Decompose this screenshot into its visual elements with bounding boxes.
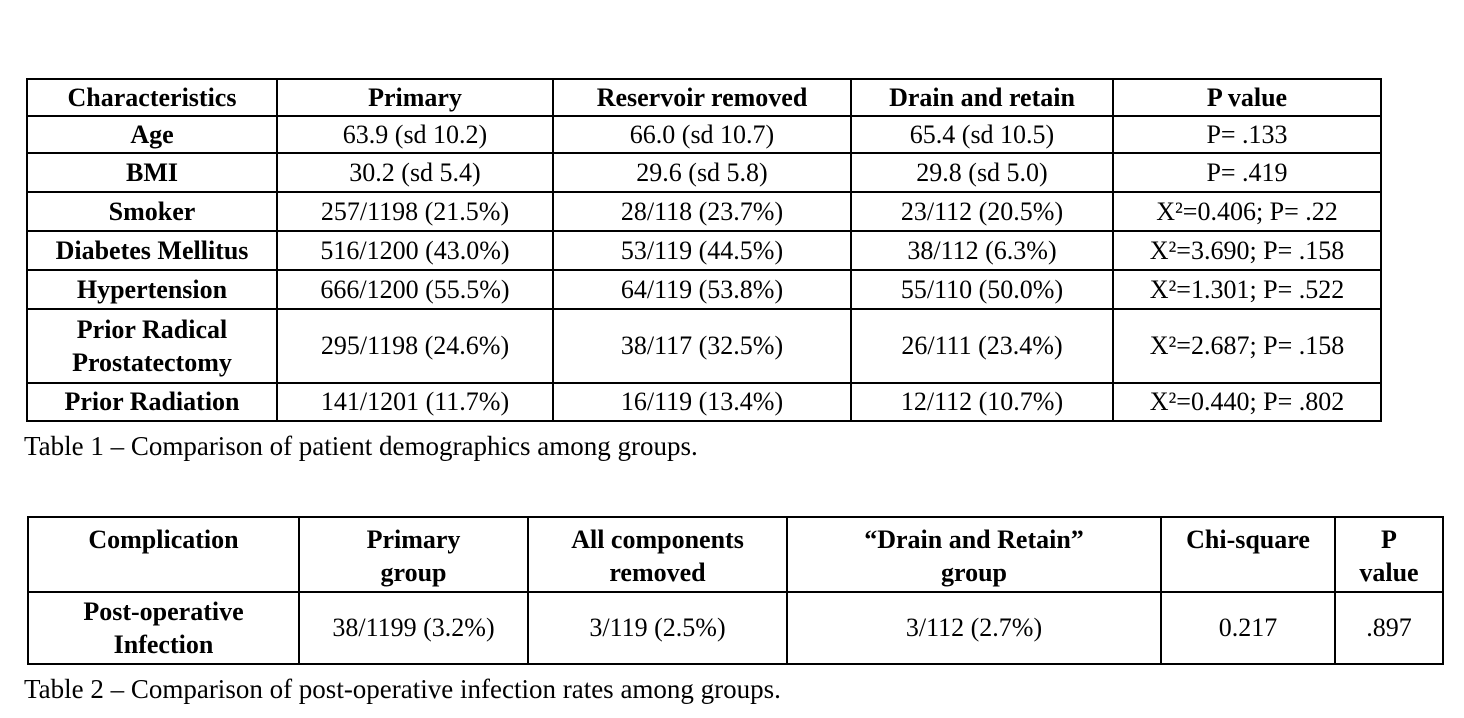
- data-cell: 65.4 (sd 10.5): [850, 115, 1114, 154]
- header-cell-drain-and-retain: Drain and retain: [850, 78, 1114, 117]
- table-header-row: Complication Primary group All component…: [27, 516, 1444, 593]
- data-cell: 295/1198 (24.6%): [276, 308, 554, 384]
- table1-caption: Table 1 – Comparison of patient demograp…: [24, 431, 698, 461]
- data-cell: 64/119 (53.8%): [552, 269, 852, 310]
- header-cell-primary-group: Primary group: [298, 516, 529, 593]
- row-label: Post-operative Infection: [27, 591, 300, 665]
- data-cell: 38/1199 (3.2%): [298, 591, 529, 665]
- data-cell: 30.2 (sd 5.4): [276, 152, 554, 193]
- data-cell: P= .133: [1112, 115, 1382, 154]
- data-cell: 63.9 (sd 10.2): [276, 115, 554, 154]
- table2-caption: Table 2 – Comparison of post-operative i…: [24, 674, 781, 704]
- data-cell: 516/1200 (43.0%): [276, 230, 554, 271]
- data-cell: 55/110 (50.0%): [850, 269, 1114, 310]
- data-cell: 666/1200 (55.5%): [276, 269, 554, 310]
- data-cell: X²=0.440; P= .802: [1112, 382, 1382, 422]
- data-cell: 38/117 (32.5%): [552, 308, 852, 384]
- table-header-row: Characteristics Primary Reservoir remove…: [26, 78, 1382, 117]
- table-row-post-operative-infection: Post-operative Infection 38/1199 (3.2%) …: [27, 591, 1444, 665]
- header-cell-all-components-removed: All components removed: [527, 516, 788, 593]
- data-cell: 38/112 (6.3%): [850, 230, 1114, 271]
- data-cell: 12/112 (10.7%): [850, 382, 1114, 422]
- data-cell: X²=2.687; P= .158: [1112, 308, 1382, 384]
- data-cell: X²=3.690; P= .158: [1112, 230, 1382, 271]
- header-cell-primary: Primary: [276, 78, 554, 117]
- data-cell: 26/111 (23.4%): [850, 308, 1114, 384]
- data-cell: 29.6 (sd 5.8): [552, 152, 852, 193]
- row-label: Prior Radical Prostatectomy: [26, 308, 278, 384]
- data-cell: P= .419: [1112, 152, 1382, 193]
- table-row-prior-radiation: Prior Radiation 141/1201 (11.7%) 16/119 …: [26, 382, 1382, 422]
- data-cell: 23/112 (20.5%): [850, 191, 1114, 232]
- row-label: BMI: [26, 152, 278, 193]
- data-cell: 29.8 (sd 5.0): [850, 152, 1114, 193]
- data-cell: 28/118 (23.7%): [552, 191, 852, 232]
- table-row-hypertension: Hypertension 666/1200 (55.5%) 64/119 (53…: [26, 269, 1382, 310]
- header-cell-complication: Complication: [27, 516, 300, 593]
- header-cell-characteristics: Characteristics: [26, 78, 278, 117]
- header-cell-drain-and-retain-group: “Drain and Retain” group: [786, 516, 1162, 593]
- demographics-table: Characteristics Primary Reservoir remove…: [26, 78, 1382, 422]
- row-label: Diabetes Mellitus: [26, 230, 278, 271]
- data-cell: 257/1198 (21.5%): [276, 191, 554, 232]
- data-cell: X²=1.301; P= .522: [1112, 269, 1382, 310]
- data-cell: 0.217: [1160, 591, 1336, 665]
- infection-table: Complication Primary group All component…: [27, 516, 1444, 665]
- data-cell: 53/119 (44.5%): [552, 230, 852, 271]
- header-cell-chi-square: Chi-square: [1160, 516, 1336, 593]
- data-cell: 16/119 (13.4%): [552, 382, 852, 422]
- data-cell: .897: [1334, 591, 1444, 665]
- table-row-smoker: Smoker 257/1198 (21.5%) 28/118 (23.7%) 2…: [26, 191, 1382, 232]
- header-cell-p-value: P value: [1112, 78, 1382, 117]
- header-cell-p-value: P value: [1334, 516, 1444, 593]
- row-label: Smoker: [26, 191, 278, 232]
- data-cell: 3/112 (2.7%): [786, 591, 1162, 665]
- row-label: Age: [26, 115, 278, 154]
- data-cell: 3/119 (2.5%): [527, 591, 788, 665]
- row-label: Prior Radiation: [26, 382, 278, 422]
- row-label: Hypertension: [26, 269, 278, 310]
- table-row-bmi: BMI 30.2 (sd 5.4) 29.6 (sd 5.8) 29.8 (sd…: [26, 152, 1382, 193]
- data-cell: 66.0 (sd 10.7): [552, 115, 852, 154]
- header-cell-reservoir-removed: Reservoir removed: [552, 78, 852, 117]
- table-row-diabetes: Diabetes Mellitus 516/1200 (43.0%) 53/11…: [26, 230, 1382, 271]
- data-cell: 141/1201 (11.7%): [276, 382, 554, 422]
- table-row-age: Age 63.9 (sd 10.2) 66.0 (sd 10.7) 65.4 (…: [26, 115, 1382, 154]
- data-cell: X²=0.406; P= .22: [1112, 191, 1382, 232]
- table-row-prior-radical-prostatectomy: Prior Radical Prostatectomy 295/1198 (24…: [26, 308, 1382, 384]
